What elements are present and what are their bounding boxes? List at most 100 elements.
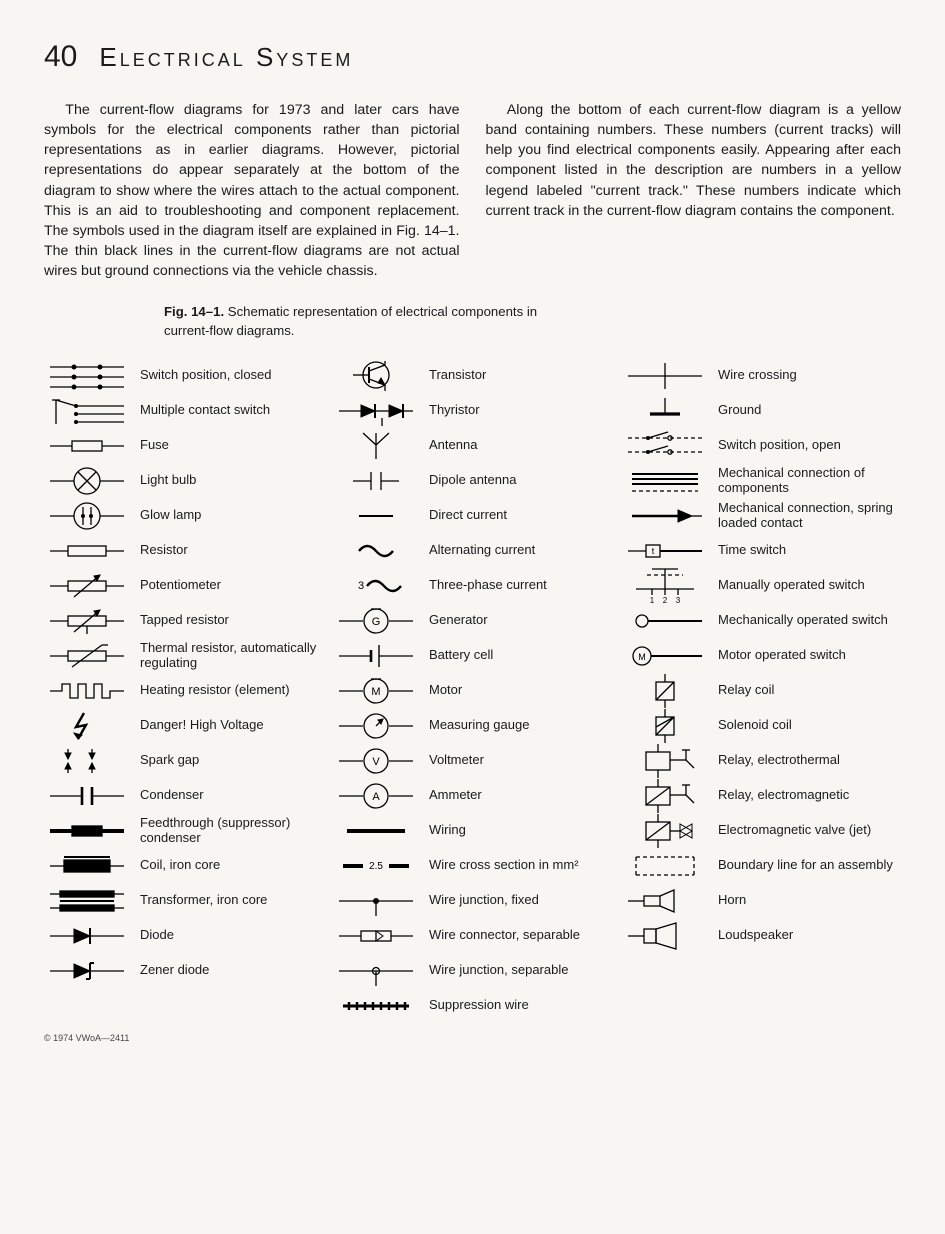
page-number: 40 (44, 40, 77, 74)
symbol-label: Resistor (140, 543, 323, 558)
symbol-row: 123Manually operated switch (622, 568, 901, 603)
symbol-label: Electromagnetic valve (jet) (718, 823, 901, 838)
ammeter-icon: A (333, 781, 419, 811)
symbol-label: Glow lamp (140, 508, 323, 523)
multi-contact-switch-icon (44, 396, 130, 426)
symbol-label: Battery cell (429, 648, 612, 663)
symbol-label: Boundary line for an assembly (718, 858, 901, 873)
figure-caption: Fig. 14–1. Schematic representation of e… (164, 303, 544, 340)
symbol-row: Danger! High Voltage (44, 708, 323, 743)
light-bulb-icon (44, 466, 130, 496)
high-voltage-icon (44, 711, 130, 741)
symbol-label: Feedthrough (suppressor) condenser (140, 816, 323, 846)
page-header: 40 Electrical System (44, 40, 901, 74)
symbol-row: Potentiometer (44, 568, 323, 603)
symbol-label: Mechanical connection of components (718, 466, 901, 496)
symbol-label: Antenna (429, 438, 612, 453)
symbol-label: Zener diode (140, 963, 323, 978)
figure-number: Fig. 14–1. (164, 304, 224, 319)
symbol-row: Measuring gauge (333, 708, 612, 743)
symbol-label: Relay, electrothermal (718, 753, 901, 768)
symbol-row: Glow lamp (44, 498, 323, 533)
wire-cross-section-icon: 2.5 (333, 851, 419, 881)
ground-icon (622, 396, 708, 426)
symbol-row: Mechanical connection of components (622, 463, 901, 498)
symbol-label: Generator (429, 613, 612, 628)
switch-open-icon (622, 431, 708, 461)
legend-column: Switch position, closed Multiple contact … (44, 358, 323, 1023)
symbol-row: Suppression wire (333, 988, 612, 1023)
symbol-label: Motor (429, 683, 612, 698)
svg-text:2: 2 (663, 596, 668, 605)
symbol-row: Transistor (333, 358, 612, 393)
svg-text:t: t (652, 546, 655, 556)
symbol-row: Coil, iron core (44, 848, 323, 883)
symbol-label: Solenoid coil (718, 718, 901, 733)
symbol-row: Switch position, open (622, 428, 901, 463)
page: 40 Electrical System The current-flow di… (0, 0, 945, 1063)
symbol-row: Thyristor (333, 393, 612, 428)
symbol-label: Transistor (429, 368, 612, 383)
symbol-row: Dipole antenna (333, 463, 612, 498)
symbol-row: Transformer, iron core (44, 883, 323, 918)
potentiometer-icon (44, 571, 130, 601)
symbol-label: Relay coil (718, 683, 901, 698)
symbol-label: Switch position, closed (140, 368, 323, 383)
symbol-label: Spark gap (140, 753, 323, 768)
body-columns: The current-flow diagrams for 1973 and l… (44, 100, 901, 281)
symbol-label: Horn (718, 893, 901, 908)
symbol-row: 3Three-phase current (333, 568, 612, 603)
symbol-row: Resistor (44, 533, 323, 568)
dipole-antenna-icon (333, 466, 419, 496)
symbol-row: Mechanical connection, spring loaded con… (622, 498, 901, 533)
tapped-resistor-icon (44, 606, 130, 636)
suppression-wire-icon (333, 991, 419, 1021)
symbol-row: Electromagnetic valve (jet) (622, 813, 901, 848)
resistor-icon (44, 536, 130, 566)
voltmeter-icon: V (333, 746, 419, 776)
symbol-label: Light bulb (140, 473, 323, 488)
symbol-label: Wire junction, fixed (429, 893, 612, 908)
symbol-row: Antenna (333, 428, 612, 463)
symbol-label: Relay, electromagnetic (718, 788, 901, 803)
symbol-row: Light bulb (44, 463, 323, 498)
symbol-label: Measuring gauge (429, 718, 612, 733)
relay-electrothermal-icon (622, 746, 708, 776)
symbol-row: Direct current (333, 498, 612, 533)
symbol-row: Mechanically operated switch (622, 603, 901, 638)
paragraph: Along the bottom of each current-flow di… (486, 100, 902, 221)
symbol-label: Voltmeter (429, 753, 612, 768)
svg-text:M: M (371, 686, 380, 698)
symbol-label: Potentiometer (140, 578, 323, 593)
symbol-row: Relay coil (622, 673, 901, 708)
battery-cell-icon (333, 641, 419, 671)
symbol-row: Wire crossing (622, 358, 901, 393)
symbol-label: Multiple contact switch (140, 403, 323, 418)
condenser-icon (44, 781, 130, 811)
symbol-row: M Motor (333, 673, 612, 708)
svg-text:2.5: 2.5 (369, 861, 383, 872)
symbol-label: Thyristor (429, 403, 612, 418)
svg-text:M: M (638, 652, 646, 662)
copyright: © 1974 VWoA—2411 (44, 1033, 901, 1043)
heating-resistor-icon (44, 676, 130, 706)
symbol-row: Spark gap (44, 743, 323, 778)
solenoid-coil-icon (622, 711, 708, 741)
symbol-row: 2.5Wire cross section in mm² (333, 848, 612, 883)
wiring-icon (333, 816, 419, 846)
horn-icon (622, 886, 708, 916)
legend-column: Wire crossingGroundSwitch position, open… (622, 358, 901, 1023)
measuring-gauge-icon (333, 711, 419, 741)
symbol-row: GGenerator (333, 603, 612, 638)
spark-gap-icon (44, 746, 130, 776)
symbol-row: Wire junction, fixed (333, 883, 612, 918)
symbol-label: Thermal resistor, automatically regulati… (140, 641, 323, 671)
symbol-row: Condenser (44, 778, 323, 813)
symbol-label: Wire connector, separable (429, 928, 612, 943)
symbol-row: Diode (44, 918, 323, 953)
wire-connector-separable-icon (333, 921, 419, 951)
mechanical-connection-spring-icon (622, 501, 708, 531)
symbol-row: Wire connector, separable (333, 918, 612, 953)
symbol-row: Tapped resistor (44, 603, 323, 638)
loudspeaker-icon (622, 921, 708, 951)
